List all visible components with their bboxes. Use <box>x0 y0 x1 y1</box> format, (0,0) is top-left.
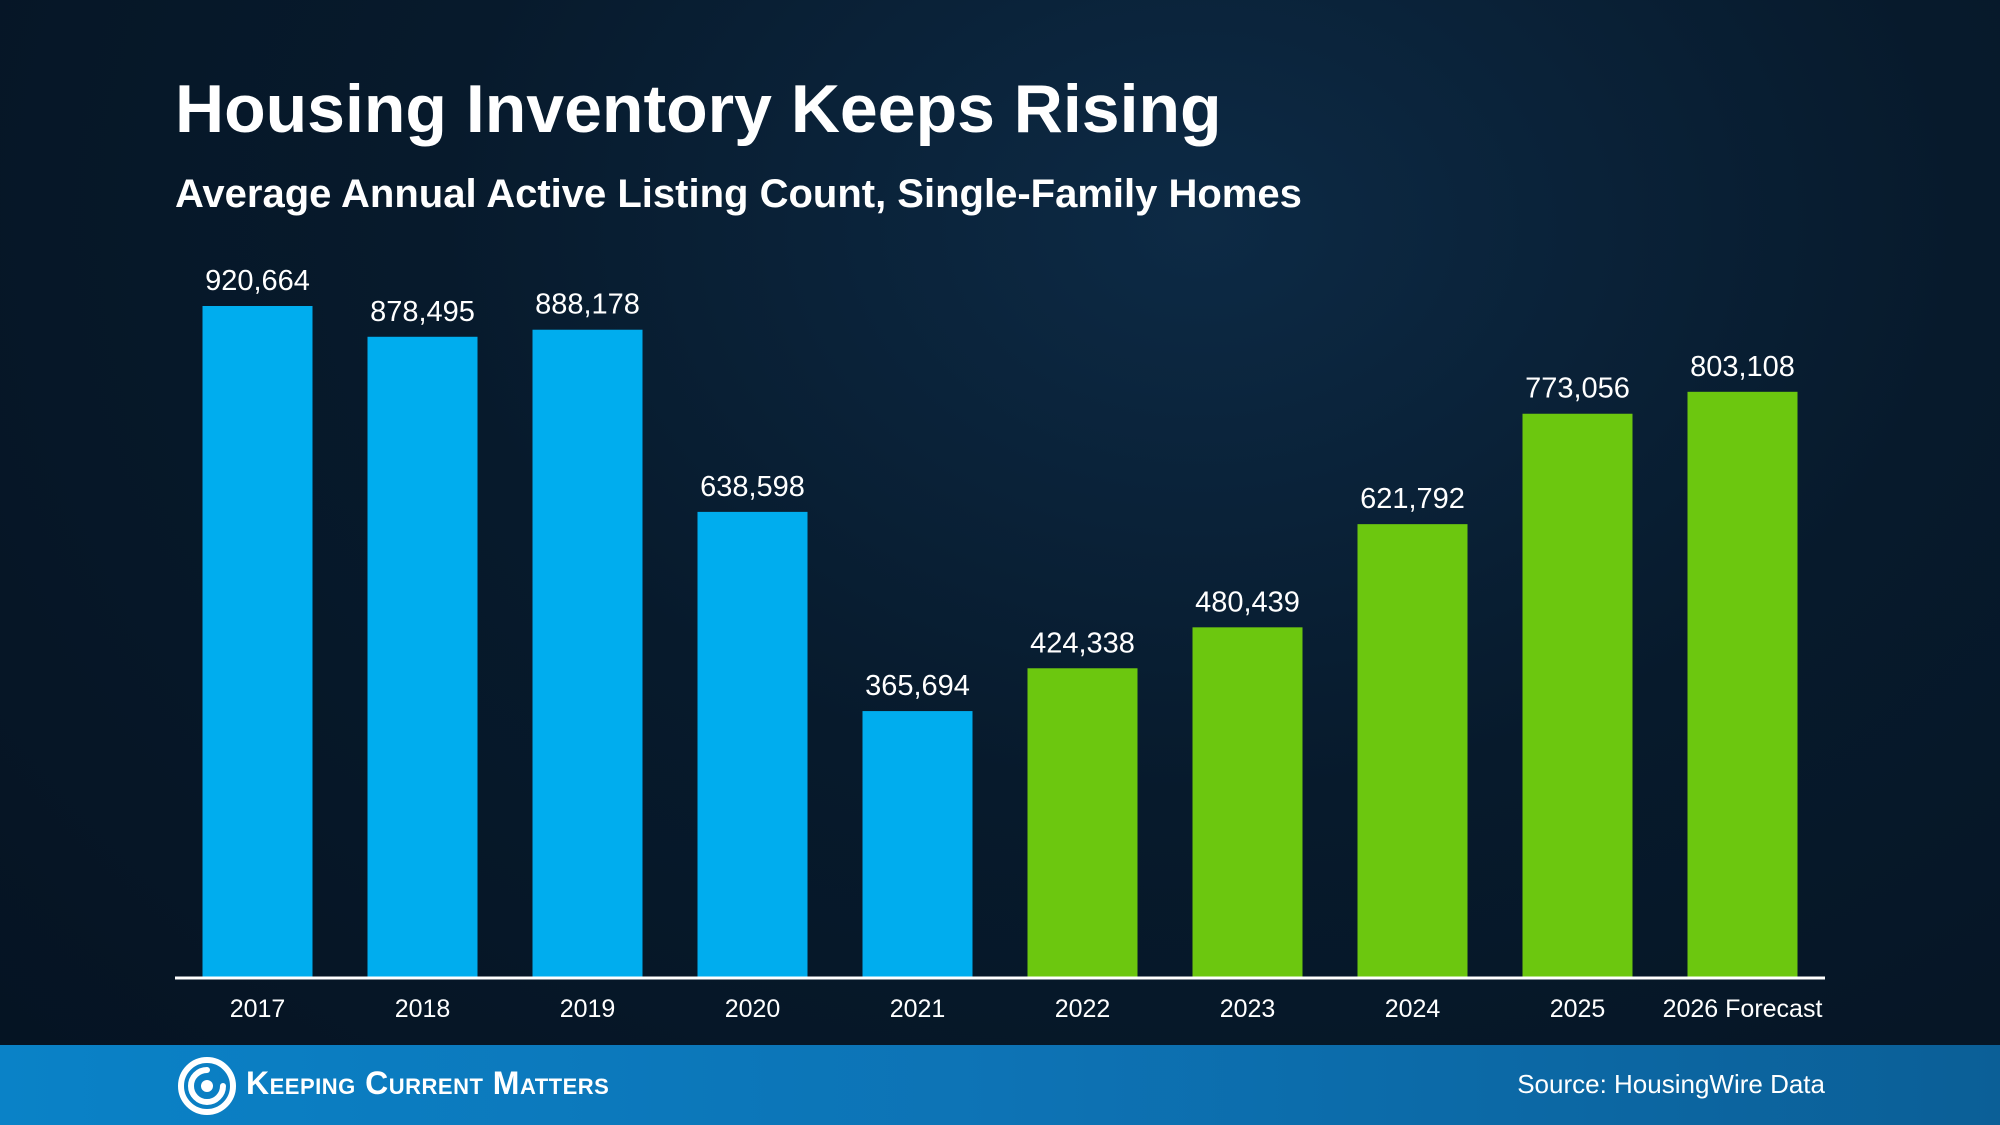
bar-2020 <box>697 511 808 978</box>
bar-chart: 920,664 878,495 888,178 638,598 365,694 424,3… <box>202 265 1823 1023</box>
x-tick-label: 2018 <box>395 995 451 1023</box>
x-tick-label: 2021 <box>890 995 946 1023</box>
bar-2017 <box>202 306 313 978</box>
bar-2018 <box>367 336 478 978</box>
value-label: 888,178 <box>535 289 640 321</box>
chart-subtitle: Average Annual Active Listing Count, Sin… <box>175 172 1302 216</box>
value-label: 621,792 <box>1360 483 1465 515</box>
tick-labels-group: 2017 2018 2019 2020 2021 2022 2023 2024 2025 2026… <box>230 995 1823 1023</box>
bar-2019 <box>532 329 643 978</box>
value-label: 878,495 <box>370 296 475 328</box>
footer-bar: Keeping Current Matters Source: HousingW… <box>0 1045 2000 1125</box>
value-label: 480,439 <box>1195 586 1300 618</box>
brand-name: Keeping Current Matters <box>246 1065 610 1101</box>
value-labels-group: 920,664 878,495 888,178 638,598 365,694 424,3… <box>205 265 1795 702</box>
bar-2021 <box>862 711 973 978</box>
spiral-logo-icon <box>178 1057 236 1115</box>
chart-title: Housing Inventory Keeps Rising <box>175 71 1222 147</box>
x-tick-label: 2024 <box>1385 995 1441 1023</box>
source-note: Source: HousingWire Data <box>1517 1069 1825 1099</box>
bars-group <box>202 306 1798 979</box>
x-tick-label: 2025 <box>1550 995 1606 1023</box>
bar-2023 <box>1192 627 1303 978</box>
bar-2025 <box>1522 413 1633 979</box>
value-label: 920,664 <box>205 265 310 297</box>
x-tick-label: 2020 <box>725 995 781 1023</box>
x-tick-label: 2022 <box>1055 995 1111 1023</box>
bar-2024 <box>1357 524 1468 978</box>
value-label: 424,338 <box>1030 627 1135 659</box>
x-tick-label: 2019 <box>560 995 616 1023</box>
value-label: 638,598 <box>700 471 805 503</box>
value-label: 773,056 <box>1525 373 1630 405</box>
x-tick-label: 2026 Forecast <box>1663 995 1823 1023</box>
x-tick-label: 2023 <box>1220 995 1276 1023</box>
value-label: 365,694 <box>865 670 970 702</box>
x-tick-label: 2017 <box>230 995 286 1023</box>
value-label: 803,108 <box>1690 351 1795 383</box>
bar-2026-forecast <box>1687 391 1798 978</box>
bar-2022 <box>1027 668 1138 978</box>
